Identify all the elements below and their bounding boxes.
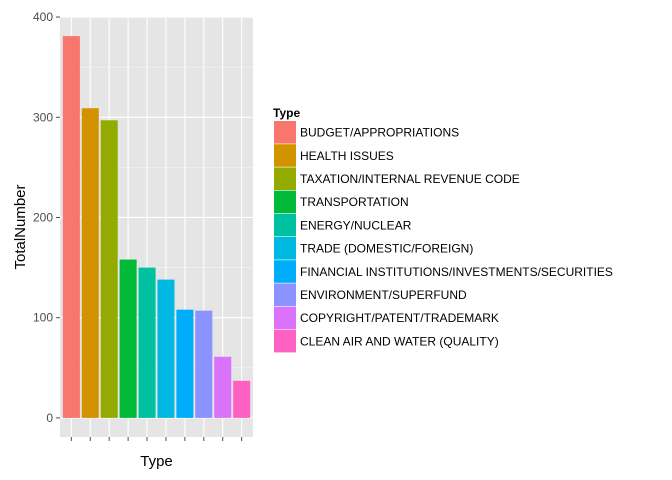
legend-label: CLEAN AIR AND WATER (QUALITY)	[300, 334, 499, 348]
y-tick-label: 100	[33, 311, 53, 325]
legend-label: FINANCIAL INSTITUTIONS/INVESTMENTS/SECUR…	[300, 265, 613, 279]
legend-label: TRANSPORTATION	[300, 195, 409, 209]
legend-key	[274, 237, 296, 260]
bar	[119, 259, 137, 418]
x-axis	[70, 437, 243, 441]
bar	[157, 279, 175, 418]
y-tick-label: 400	[33, 10, 53, 24]
legend-label: BUDGET/APPROPRIATIONS	[300, 126, 459, 140]
legend-key	[274, 144, 296, 167]
bar	[100, 120, 118, 418]
bar	[233, 380, 251, 418]
legend-key	[274, 306, 296, 330]
legend-key	[274, 260, 296, 283]
legend-key	[274, 329, 296, 353]
bar	[62, 36, 80, 418]
y-axis-title: TotalNumber	[12, 184, 29, 269]
legend-label: ENVIRONMENT/SUPERFUND	[300, 288, 467, 302]
bar	[81, 108, 99, 418]
legend-items: BUDGET/APPROPRIATIONS HEALTH ISSUES TAXATI…	[274, 121, 613, 353]
legend-title: Type	[273, 106, 300, 120]
y-tick-label: 0	[46, 411, 53, 425]
legend-key	[274, 283, 296, 306]
legend-label: HEALTH ISSUES	[300, 149, 394, 163]
legend-label: TRADE (DOMESTIC/FOREIGN)	[300, 242, 473, 256]
legend-key	[274, 121, 296, 144]
bar	[138, 267, 156, 418]
legend-label: ENERGY/NUCLEAR	[300, 218, 412, 232]
bar	[195, 310, 213, 418]
legend-label: TAXATION/INTERNAL REVENUE CODE	[300, 172, 520, 186]
bar	[176, 309, 194, 418]
y-axis: 0 100 200 300 400	[33, 10, 60, 425]
legend-key	[274, 167, 296, 190]
bar	[214, 356, 232, 418]
legend: Type BUDGET/APPROPRIATIONS HEALTH ISSUES T…	[273, 106, 613, 353]
legend-key	[274, 213, 296, 237]
legend-label: COPYRIGHT/PATENT/TRADEMARK	[300, 311, 499, 325]
x-axis-title: Type	[140, 453, 173, 470]
bars	[62, 36, 251, 418]
y-tick-label: 300	[33, 110, 53, 124]
y-tick-label: 200	[33, 210, 53, 224]
legend-key	[274, 190, 296, 214]
